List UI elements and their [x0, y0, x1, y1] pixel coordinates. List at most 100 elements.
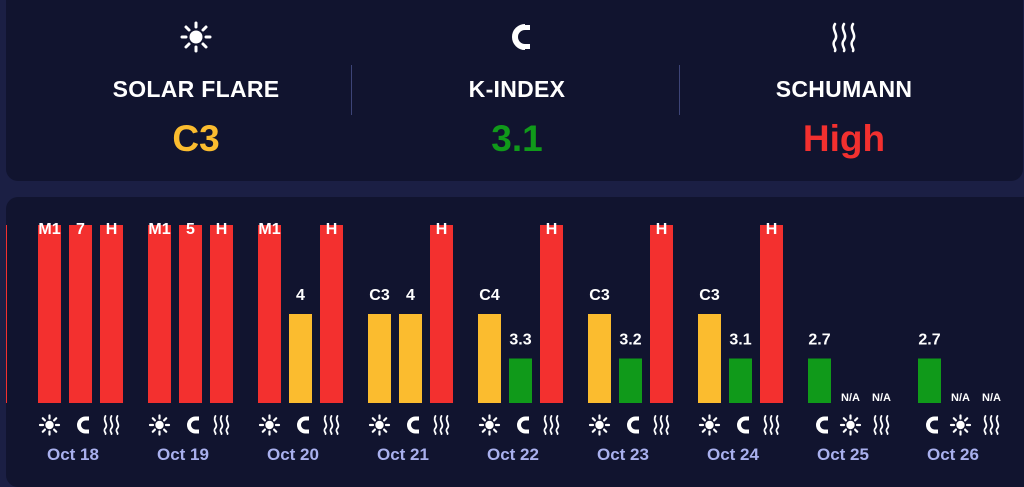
bar-label: H: [766, 221, 778, 238]
day-label: Oct 18: [47, 445, 99, 464]
summary-panel: SOLAR FLARE C3 K-INDEX 3.1 SCHUMANN: [6, 0, 1023, 181]
bar-label: 2.7: [808, 332, 830, 349]
sun-icon: [478, 414, 501, 436]
day-label: Oct 22: [487, 445, 539, 464]
bar-label: C3: [589, 287, 610, 304]
bar-label: H: [216, 221, 228, 238]
bar: [6, 225, 7, 403]
bar: [760, 225, 783, 403]
bar-label: N/A: [872, 392, 891, 404]
sun-icon: [949, 414, 972, 436]
sun-icon: [368, 414, 391, 436]
bar: [918, 358, 941, 403]
bar: [588, 314, 611, 403]
schumann-metric: SCHUMANN High: [679, 0, 1009, 181]
bar-label: 5: [186, 221, 195, 238]
bar: [808, 358, 831, 403]
bar: [148, 225, 171, 403]
solar-flare-metric: SOLAR FLARE C3: [31, 0, 361, 181]
forecast-panel: H M1 7 H Oct 18 M1 5 H Oct 19 M1 4 H Oct 20 C3 4 H Oct 2…: [6, 197, 1024, 487]
bar: [210, 225, 233, 403]
bar: [650, 225, 673, 403]
bar-label: 4: [296, 287, 305, 304]
waves-icon: [653, 415, 670, 435]
bar-label: H: [656, 221, 668, 238]
magnet-icon: [297, 416, 309, 434]
magnet-icon: [926, 416, 938, 434]
waves-icon: [873, 415, 890, 435]
solar-flare-label: SOLAR FLARE: [112, 76, 280, 102]
bar: [289, 314, 312, 403]
sun-icon: [839, 414, 862, 436]
day-label: Oct 25: [817, 445, 869, 464]
bar-label: 3.2: [619, 332, 641, 349]
waves-icon: [763, 415, 780, 435]
magnet-icon: [627, 416, 639, 434]
bar: [540, 225, 563, 403]
day-label: Oct 24: [707, 445, 760, 464]
bar-label: 3.1: [729, 332, 751, 349]
divider: [679, 65, 680, 115]
waves-icon: [679, 20, 1009, 54]
bar-label: C3: [699, 287, 720, 304]
bar: [320, 225, 343, 403]
magnet-icon: [816, 416, 828, 434]
bar: [69, 225, 92, 403]
bar: [368, 314, 391, 403]
bar-label: C4: [479, 287, 500, 304]
sun-icon: [698, 414, 721, 436]
bar: [729, 358, 752, 403]
bar-label: 2.7: [918, 332, 940, 349]
bar-label: 7: [76, 221, 85, 238]
day-label: Oct 19: [157, 445, 209, 464]
waves-icon: [983, 415, 1000, 435]
waves-icon: [103, 415, 120, 435]
forecast-chart: H M1 7 H Oct 18 M1 5 H Oct 19 M1 4 H Oct 20 C3 4 H Oct 2…: [6, 221, 1001, 464]
bar: [509, 358, 532, 403]
bar: [100, 225, 123, 403]
bar: [258, 225, 281, 403]
bar-label: H: [436, 221, 448, 238]
k-index-value: 3.1: [491, 118, 543, 159]
bar-label: N/A: [951, 392, 970, 404]
bar: [619, 358, 642, 403]
schumann-label: SCHUMANN: [775, 76, 913, 102]
waves-icon: [323, 415, 340, 435]
k-index-metric: K-INDEX 3.1: [352, 0, 682, 181]
schumann-value: High: [802, 118, 886, 159]
bar-label: M1: [258, 221, 280, 238]
day-label: Oct 21: [377, 445, 429, 464]
bar-label: M1: [148, 221, 170, 238]
solar-flare-value: C3: [172, 118, 220, 159]
divider: [351, 65, 352, 115]
bar-label: H: [106, 221, 118, 238]
day-label: Oct 23: [597, 445, 649, 464]
waves-icon: [213, 415, 230, 435]
day-label: Oct 26: [927, 445, 979, 464]
bar: [399, 314, 422, 403]
bar: [698, 314, 721, 403]
bar-label: N/A: [982, 392, 1001, 404]
bar-label: H: [546, 221, 558, 238]
bar: [478, 314, 501, 403]
sun-icon: [38, 414, 61, 436]
sun-icon: [148, 414, 171, 436]
bar-label: 3.3: [509, 332, 531, 349]
bar: [179, 225, 202, 403]
bar: [38, 225, 61, 403]
sun-icon: [258, 414, 281, 436]
sun-icon: [31, 20, 361, 54]
magnet-icon: [77, 416, 89, 434]
magnet-icon: [187, 416, 199, 434]
waves-icon: [543, 415, 560, 435]
magnet-icon: [407, 416, 419, 434]
sun-icon: [588, 414, 611, 436]
waves-icon: [433, 415, 450, 435]
k-index-label: K-INDEX: [468, 76, 566, 102]
magnet-icon: [737, 416, 749, 434]
magnet-icon: [517, 416, 529, 434]
bar: [430, 225, 453, 403]
bar-label: 4: [406, 287, 415, 304]
day-label: Oct 20: [267, 445, 319, 464]
bar-label: H: [326, 221, 338, 238]
